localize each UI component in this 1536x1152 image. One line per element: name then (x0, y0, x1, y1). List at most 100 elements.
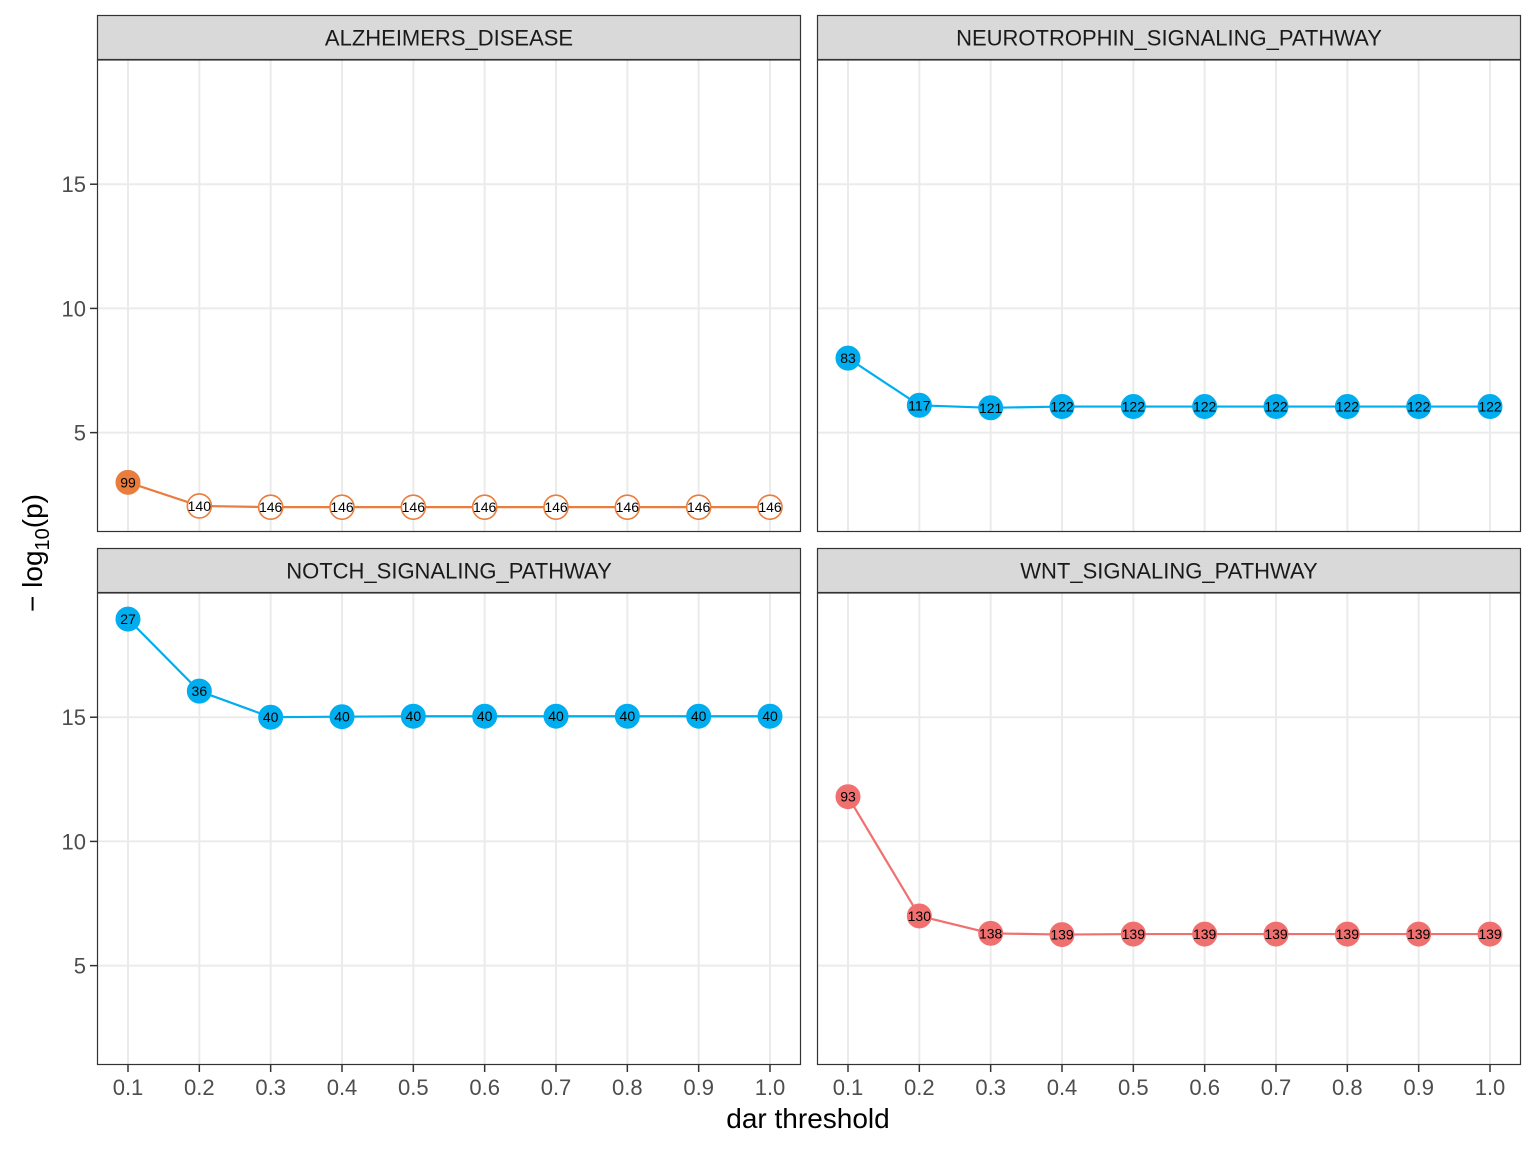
data-label: 122 (1336, 399, 1360, 415)
facet-strip (816, 547, 1522, 594)
data-point (757, 703, 783, 729)
facet-strip (816, 14, 1522, 61)
data-label: 139 (1407, 926, 1431, 942)
x-tick-label: 0.2 (904, 1075, 935, 1100)
data-point (1049, 394, 1075, 420)
data-label: 40 (263, 709, 279, 725)
y-tick-label: 5 (74, 954, 86, 979)
data-label: 146 (616, 499, 640, 515)
y-tick-label: 15 (62, 705, 86, 730)
data-point (186, 493, 213, 519)
data-label: 139 (1050, 927, 1074, 943)
data-label: 99 (120, 474, 136, 490)
data-point (186, 678, 212, 704)
data-label: 146 (330, 499, 354, 515)
y-axis-title-suffix: (p) (17, 494, 48, 528)
y-axis-title-prefix: − log (17, 550, 48, 612)
data-label: 122 (1407, 399, 1431, 415)
y-tick-label: 15 (62, 172, 86, 197)
data-point (400, 494, 427, 520)
data-point (1334, 394, 1360, 420)
data-label: 146 (687, 499, 711, 515)
x-tick-label: 0.8 (1332, 1075, 1363, 1100)
x-tick-label: 0.3 (255, 1075, 286, 1100)
data-label: 40 (334, 709, 350, 725)
data-label: 139 (1478, 926, 1502, 942)
data-point (614, 494, 641, 520)
data-point (471, 494, 498, 520)
data-label: 122 (1264, 399, 1288, 415)
data-label: 121 (979, 400, 1003, 416)
data-label: 93 (840, 789, 856, 805)
data-point (685, 494, 712, 520)
data-point (1334, 921, 1360, 947)
x-tick-label: 0.1 (833, 1075, 864, 1100)
panel-neurotrophin-signaling-pathway: 83 117 121 122 122 122 122 122 122 122 NEUROTROPHI… (816, 14, 1522, 533)
data-label: 140 (188, 498, 212, 514)
data-point (978, 920, 1004, 946)
data-label: 122 (1478, 399, 1502, 415)
series-line (127, 481, 770, 509)
facet-strip (96, 547, 802, 594)
data-label: 146 (544, 499, 568, 515)
x-tick-label: 1.0 (755, 1075, 786, 1100)
x-tick-label: 0.3 (975, 1075, 1006, 1100)
x-tick-label: 0.6 (469, 1075, 500, 1100)
data-label: 117 (908, 397, 931, 413)
data-label: 146 (473, 499, 497, 515)
x-tick-label: 0.7 (1261, 1075, 1292, 1100)
data-point (1192, 921, 1218, 947)
data-point (115, 469, 141, 495)
data-point (1049, 922, 1075, 948)
facet-strip-label: NOTCH_SIGNALING_PATHWAY (286, 559, 612, 584)
data-point (400, 703, 426, 729)
x-tick-label: 0.6 (1189, 1075, 1220, 1100)
panel-background (97, 60, 801, 532)
data-label: 40 (691, 708, 707, 724)
data-label: 139 (1193, 926, 1217, 942)
data-label: 40 (477, 708, 493, 724)
data-label: 36 (192, 683, 208, 699)
data-point (906, 392, 932, 418)
x-tick-label: 0.1 (113, 1075, 144, 1100)
data-point (835, 784, 861, 810)
data-label: 40 (548, 708, 564, 724)
panels-layer: 99 140 146 146 146 146 146 146 146 146 ALZHEIMERS_… (96, 14, 1522, 1066)
data-point (1263, 394, 1289, 420)
data-label: 40 (620, 708, 636, 724)
panel-alzheimers-disease: 99 140 146 146 146 146 146 146 146 146 ALZHEIMERS_… (96, 14, 802, 533)
y-tick-label: 10 (62, 296, 86, 321)
data-point (906, 903, 932, 929)
data-point (978, 395, 1004, 421)
data-label: 122 (1122, 399, 1146, 415)
x-tick-label: 0.9 (683, 1075, 714, 1100)
series-line (847, 357, 1490, 409)
panel-background (97, 593, 801, 1065)
facet-strip-label: WNT_SIGNALING_PATHWAY (1020, 559, 1318, 584)
facet-strip (96, 14, 802, 61)
data-point (1406, 921, 1432, 947)
y-axis-title: − log10(p) (17, 494, 54, 612)
y-axis-title-subscript: 10 (32, 528, 54, 550)
data-label: 138 (979, 925, 1003, 941)
data-label: 139 (1122, 926, 1146, 942)
data-point (543, 494, 569, 520)
data-point (686, 703, 712, 729)
data-label: 139 (1336, 926, 1360, 942)
data-label: 83 (840, 350, 856, 366)
x-tick-label: 0.4 (1047, 1075, 1078, 1100)
data-label: 146 (402, 499, 426, 515)
data-point (757, 494, 783, 520)
data-point (258, 704, 284, 730)
data-label: 27 (120, 611, 136, 627)
data-label: 40 (762, 708, 778, 724)
data-point (472, 703, 498, 729)
data-point (1263, 921, 1289, 947)
series-line (847, 796, 1490, 936)
data-point (835, 345, 861, 371)
x-tick-label: 0.4 (327, 1075, 358, 1100)
x-tick-label: 0.9 (1403, 1075, 1434, 1100)
x-tick-label: 0.5 (1118, 1075, 1149, 1100)
axes-layer: 5 10 15 5 10 15 0.1 0.2 0.3 0.4 0.5 0.6 0.7 0.8 0.9 1.0… (62, 172, 1506, 1100)
